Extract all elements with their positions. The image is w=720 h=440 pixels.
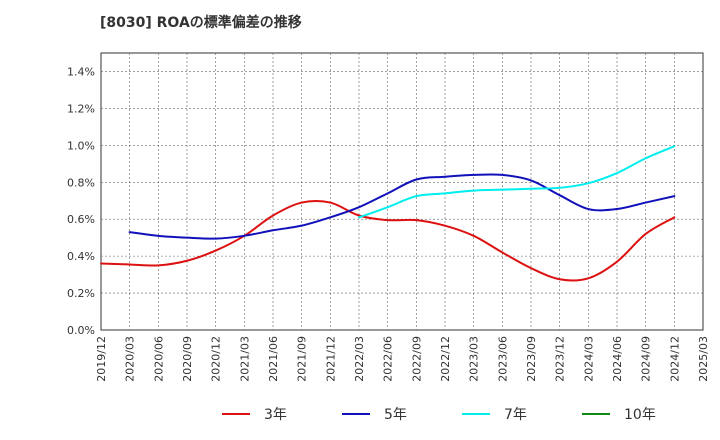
x-tick-label: 2021/06	[267, 336, 280, 382]
y-tick-label: 0.2%	[67, 287, 95, 300]
x-tick-label: 2024/09	[640, 336, 653, 382]
x-tick-label: 2023/12	[554, 336, 567, 382]
x-tick-label: 2022/12	[439, 336, 452, 382]
grid	[100, 52, 704, 331]
x-tick-label: 2023/03	[468, 336, 481, 382]
plot-area	[100, 52, 704, 331]
x-tick-label: 2021/09	[296, 336, 309, 382]
legend-label: 3年	[264, 407, 287, 423]
x-tick-label: 2019/12	[95, 336, 108, 382]
chart-title: [8030] ROAの標準偏差の推移	[100, 15, 302, 31]
legend: 3年 5年 7年 10年	[222, 407, 656, 423]
axes: 0.0% 0.2% 0.4% 0.6% 0.8% 1.0% 1.2% 1.4% 2019/12 2…	[67, 65, 710, 381]
x-tick-label: 2023/06	[496, 336, 509, 382]
series-line-5年	[128, 173, 676, 240]
x-tick-label: 2024/03	[582, 336, 595, 382]
y-tick-label: 1.4%	[67, 65, 95, 78]
series-lines	[100, 145, 676, 282]
y-tick-label: 1.2%	[67, 102, 95, 115]
x-tick-label: 2020/09	[181, 336, 194, 382]
x-tick-label: 2021/03	[238, 336, 251, 382]
legend-label: 7年	[504, 407, 527, 423]
x-tick-label: 2024/06	[611, 336, 624, 382]
series-line-3年	[100, 199, 676, 282]
y-tick-label: 0.6%	[67, 213, 95, 226]
y-tick-label: 0.0%	[67, 324, 95, 337]
x-tick-label: 2022/06	[382, 336, 395, 382]
x-tick-label: 2025/03	[697, 336, 710, 382]
y-tick-label: 1.0%	[67, 139, 95, 152]
x-tick-label: 2024/12	[668, 336, 681, 382]
x-tick-label: 2021/12	[324, 336, 337, 382]
y-tick-label: 0.4%	[67, 250, 95, 263]
x-tick-label: 2022/03	[353, 336, 366, 382]
legend-label: 10年	[624, 407, 656, 423]
series-line-7年	[358, 145, 676, 219]
x-tick-label: 2020/06	[152, 336, 165, 382]
x-tick-label: 2020/03	[124, 336, 137, 382]
x-tick-label: 2022/09	[410, 336, 423, 382]
legend-label: 5年	[384, 407, 407, 423]
y-tick-label: 0.8%	[67, 176, 95, 189]
x-tick-label: 2020/12	[210, 336, 223, 382]
x-tick-label: 2023/09	[525, 336, 538, 382]
